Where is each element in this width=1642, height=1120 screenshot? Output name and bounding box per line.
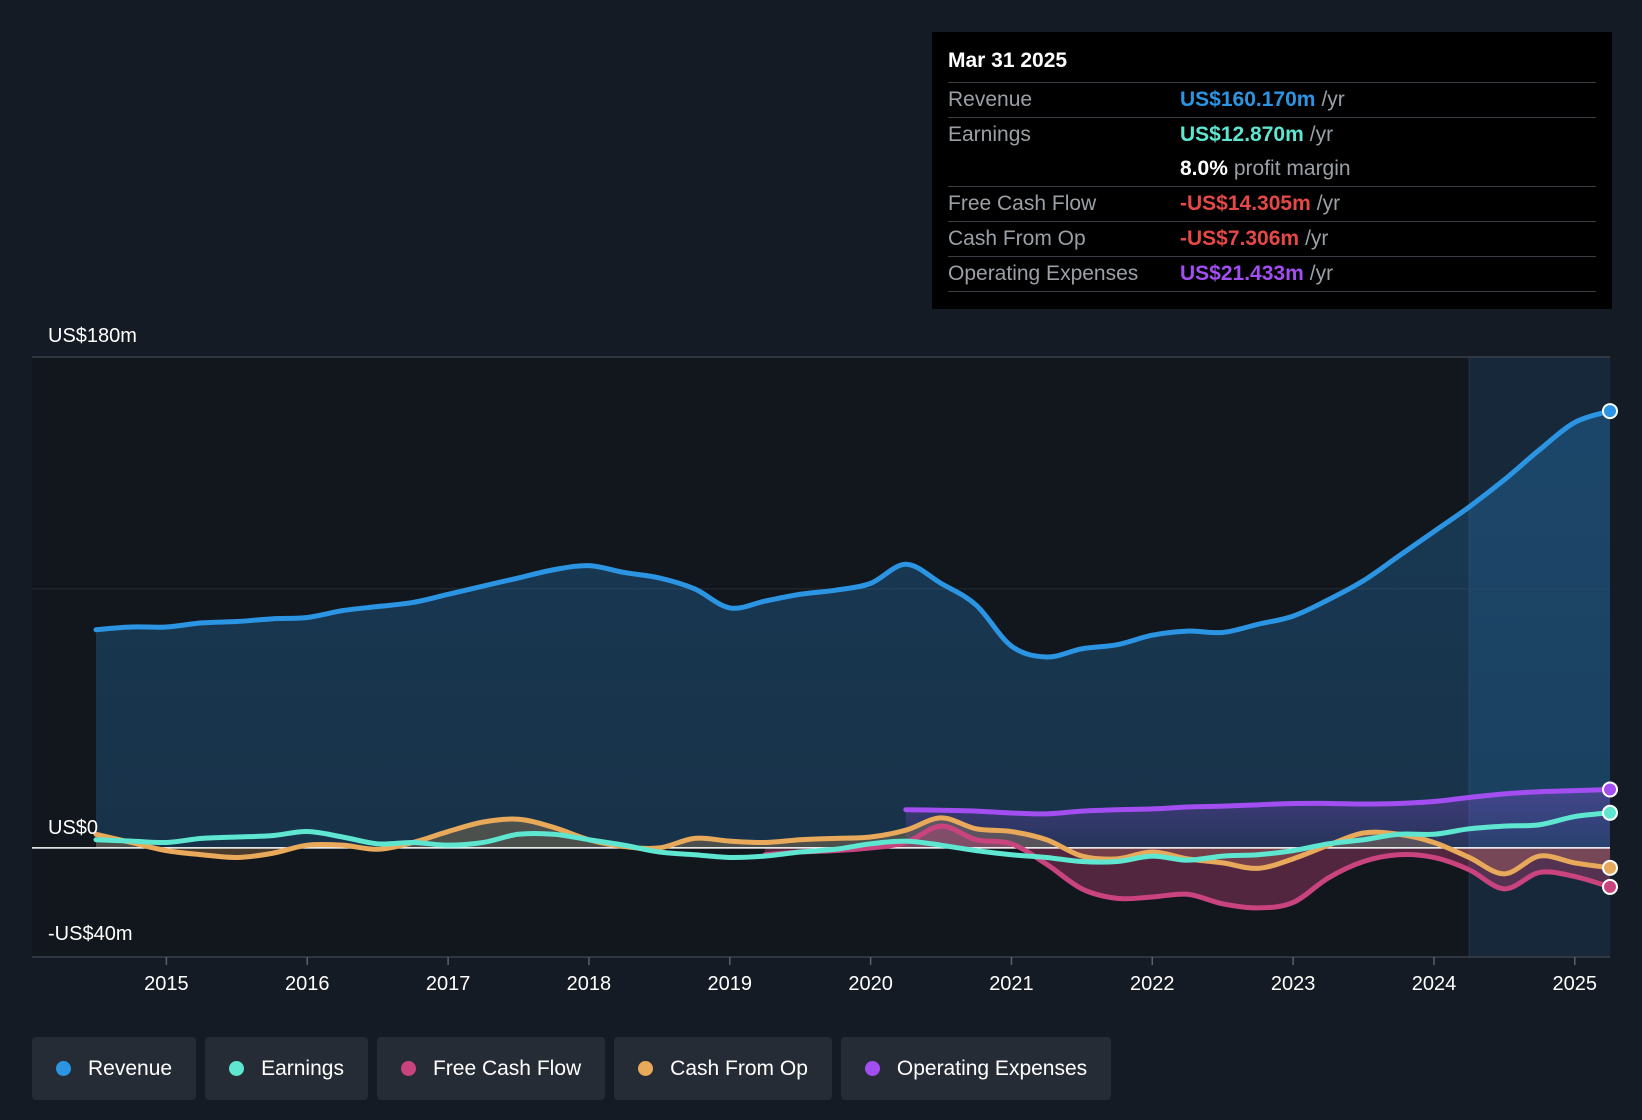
point-free-cash-flow-latest [1602,878,1618,895]
tooltip-row-cash-from-op: Cash From Op -US$7.306m /yr [948,222,1596,257]
y-tick-label: US$0 [48,817,98,839]
line-revenue [93,408,1613,660]
tooltip-row-earnings: Earnings US$12.870m /yr [948,118,1596,152]
x-tick-label: 2019 [708,973,753,995]
x-tick-label: 2020 [848,973,893,995]
tooltip-label: Earnings [948,123,1031,146]
legend-item-operating-expenses[interactable]: Operating Expenses [840,1037,1112,1100]
legend-dot-icon [400,1061,416,1076]
tooltip-label: Free Cash Flow [948,192,1097,215]
legend-dot-icon [56,1061,71,1076]
tooltip-date: Mar 31 2025 [948,46,1596,83]
y-tick-label: US$180m [48,325,137,347]
tooltip-value: -US$7.306m [1180,227,1300,250]
tooltip-label: Cash From Op [948,227,1086,250]
legend-dot-icon [229,1061,245,1076]
line-earnings [93,810,1613,865]
tooltip-unit: /yr [1316,192,1341,215]
x-tick-label: 2016 [285,973,330,995]
tooltip-value: US$21.433m [1180,262,1304,285]
legend-label: Cash From Op [670,1056,808,1080]
tooltip-value: US$160.170m [1180,88,1316,111]
y-tick-label: -US$40m [48,923,132,945]
legend-label: Free Cash Flow [432,1056,582,1080]
tooltip-row-operating-expenses: Operating Expenses US$21.433m /yr [948,257,1596,292]
area-free-cash-flow [764,826,1610,908]
legend-dot-icon [638,1061,654,1076]
line-cash-from-op [93,815,1613,877]
point-earnings-latest [1602,804,1618,821]
legend-label: Earnings [261,1056,344,1080]
x-tick-label: 2024 [1412,973,1457,995]
legend-dot-icon [864,1061,880,1076]
tooltip-value: -US$14.305m [1180,192,1311,215]
tooltip-unit: /yr [1309,262,1334,285]
legend-item-earnings[interactable]: Earnings [205,1037,368,1100]
legend-item-cash-from-op[interactable]: Cash From Op [614,1037,832,1100]
tooltip-unit: /yr [1309,123,1334,146]
point-cash-from-op-latest [1602,859,1618,876]
area-revenue [96,411,1610,848]
tooltip-unit: profit margin [1233,157,1351,180]
point-operating-expenses-latest [1602,781,1618,798]
tooltip-unit: /yr [1305,227,1329,250]
legend-label: Operating Expenses [896,1056,1088,1080]
legend-item-free-cash-flow[interactable]: Free Cash Flow [376,1037,606,1100]
tooltip: Mar 31 2025 Revenue US$160.170m /yr Earn… [932,32,1612,309]
point-revenue-latest [1602,403,1618,420]
x-tick-label: 2015 [144,973,189,995]
x-tick-label: 2022 [1130,973,1175,995]
tooltip-label [948,152,1180,186]
tooltip-label: Operating Expenses [948,262,1139,285]
x-tick-label: 2017 [426,973,471,995]
x-tick-label: 2025 [1553,973,1598,995]
x-tick-label: 2023 [1271,973,1316,995]
tooltip-row-revenue: Revenue US$160.170m /yr [948,83,1596,118]
tooltip-value: 8.0% [1180,157,1228,180]
line-operating-expenses [903,786,1613,817]
legend-item-revenue[interactable]: Revenue [32,1037,197,1100]
tooltip-label: Revenue [948,88,1033,111]
tooltip-value: US$12.870m [1180,123,1304,146]
x-tick-label: 2018 [567,973,612,995]
tooltip-row-free-cash-flow: Free Cash Flow -US$14.305m /yr [948,187,1596,222]
legend-label: Revenue [88,1056,173,1080]
x-tick-label: 2021 [989,973,1034,995]
legend: Revenue Earnings Free Cash Flow Cash Fro… [32,1037,1112,1100]
tooltip-row-profit-margin: 8.0% profit margin [948,152,1596,187]
tooltip-unit: /yr [1321,88,1345,111]
